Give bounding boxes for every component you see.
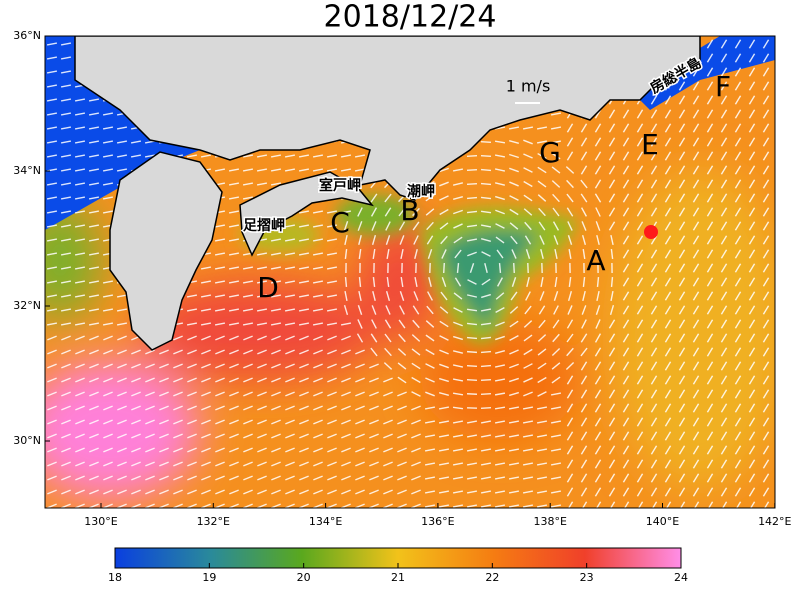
current-arrow — [346, 277, 347, 287]
scale-label: 1 m/s — [506, 77, 551, 96]
current-arrow — [467, 170, 477, 171]
current-arrow — [467, 156, 477, 157]
longitude-label: 142°E — [758, 515, 791, 528]
region-label: E — [641, 128, 659, 161]
current-arrow — [612, 277, 613, 287]
colorbar-tick-label: 24 — [674, 571, 688, 584]
colorbar-tick-label: 21 — [391, 571, 405, 584]
current-arrow — [467, 366, 477, 367]
region-label: A — [586, 244, 605, 277]
current-arrow — [467, 352, 477, 353]
colorbar-tick-label: 22 — [485, 571, 499, 584]
current-arrow — [598, 277, 599, 287]
region-label: F — [715, 70, 731, 103]
marker-point — [644, 225, 658, 239]
region-label: C — [330, 206, 350, 239]
current-arrow — [481, 184, 491, 185]
region-label: D — [257, 271, 279, 304]
current-arrow — [481, 394, 491, 395]
current-arrow — [500, 263, 501, 273]
colorbar-tick-label: 23 — [580, 571, 594, 584]
current-arrow — [481, 156, 491, 157]
longitude-label: 138°E — [533, 515, 566, 528]
place-name: 足摺岬 — [243, 218, 285, 234]
place-name: 潮岬 — [407, 183, 435, 200]
current-arrow — [467, 198, 477, 199]
region-label: G — [539, 136, 561, 169]
latitude-label: 34°N — [13, 164, 41, 177]
current-arrow — [514, 263, 515, 273]
sea-field — [20, 36, 790, 510]
longitude-label: 140°E — [646, 515, 679, 528]
latitude-label: 32°N — [13, 299, 41, 312]
latitude-label: 30°N — [13, 434, 41, 447]
current-arrow — [481, 170, 491, 171]
place-name: 室戸岬 — [319, 177, 361, 194]
longitude-label: 130°E — [84, 515, 117, 528]
current-arrow — [481, 142, 491, 143]
colorbar-tick-label: 20 — [297, 571, 311, 584]
map-title: 2018/12/24 — [324, 0, 497, 35]
current-arrow — [481, 408, 491, 409]
colorbar-tick-label: 19 — [202, 571, 216, 584]
current-arrow — [458, 263, 459, 273]
latitude-label: 36°N — [13, 29, 41, 42]
current-arrow — [444, 263, 445, 273]
current-arrow — [467, 184, 477, 185]
colorbar-tick-label: 18 — [108, 571, 122, 584]
current-arrow — [481, 352, 491, 353]
current-arrow — [481, 366, 491, 367]
current-arrow — [481, 380, 491, 381]
current-arrow — [467, 380, 477, 381]
longitude-label: 136°E — [421, 515, 454, 528]
longitude-label: 132°E — [197, 515, 230, 528]
current-arrow — [467, 338, 477, 339]
longitude-label: 134°E — [309, 515, 342, 528]
